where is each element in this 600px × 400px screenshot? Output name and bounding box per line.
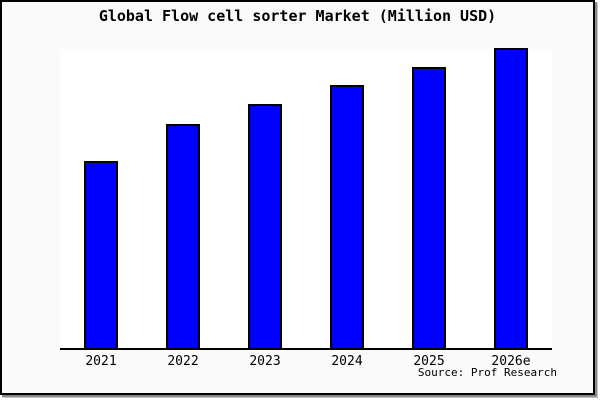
bar-slot-2023	[224, 49, 306, 350]
bar-2024	[330, 85, 364, 348]
bar-2026e	[494, 48, 528, 348]
bar-2023	[248, 104, 282, 348]
bar-2021	[84, 160, 118, 348]
source-attribution: Source: Prof Research	[417, 366, 557, 379]
x-axis-tick-labels: 2021 2022 2023 2024 2025 2026e	[60, 354, 552, 369]
chart-frame: Global Flow cell sorter Market (Million …	[0, 0, 595, 395]
chart-title: Global Flow cell sorter Market (Million …	[98, 7, 497, 25]
x-axis-line	[60, 348, 552, 350]
x-tick-label-2022: 2022	[167, 354, 199, 369]
x-tick-label-2024: 2024	[331, 354, 363, 369]
plot-area	[60, 48, 552, 350]
x-tick-label-2023: 2023	[249, 354, 281, 369]
x-tick-label-2025: 2025	[413, 354, 445, 369]
bar-slot-2021	[60, 49, 142, 350]
bar-2022	[166, 123, 200, 348]
x-tick-label-2021: 2021	[85, 354, 117, 369]
bar-2025	[412, 67, 446, 348]
bar-slot-2025	[388, 49, 470, 350]
bar-slot-2022	[142, 49, 224, 350]
bar-slot-2026e	[470, 48, 552, 350]
bar-slot-2024	[306, 49, 388, 350]
x-tick-label-2026e: 2026e	[491, 354, 531, 369]
